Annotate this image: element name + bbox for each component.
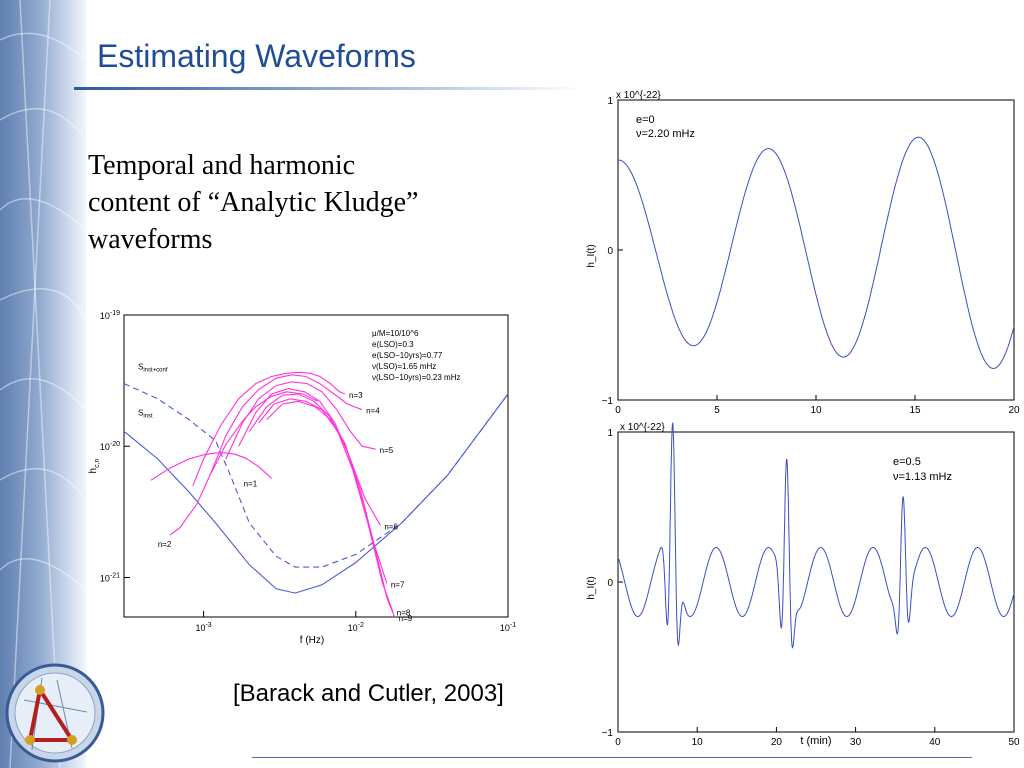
annotation-line: ν(LSO−10yrs)=0.23 mHz (372, 373, 460, 382)
y-exponent-label: x 10^{-22} (616, 90, 661, 101)
x-tick-label: 10-2 (348, 622, 364, 633)
plot-frame (123, 314, 509, 618)
x-tick-label: 15 (909, 405, 921, 416)
y-tick-label: 0 (607, 246, 613, 257)
chart-annotation: e=0 (636, 114, 655, 126)
series-label: n=1 (244, 479, 258, 488)
title-divider (74, 87, 582, 90)
series-label: n=3 (349, 391, 363, 400)
parameter-annotation: μ/M=10/10^6 e(LSO)=0.3 e(LSO−10yrs)=0.77… (372, 329, 460, 382)
y-tick-label: 10-20 (100, 441, 120, 452)
x-tick-label: 0 (615, 737, 621, 748)
series-n-4 (209, 374, 363, 476)
y-axis-label: h_I(t) (586, 576, 597, 599)
series-n-9 (266, 400, 396, 618)
slide-title: Estimating Waveforms (97, 38, 416, 74)
annotation-line: e(LSO−10yrs)=0.77 (372, 351, 443, 360)
series-n-8 (258, 398, 394, 612)
body-text: Temporal and harmonic content of “Analyt… (88, 147, 528, 258)
y-tick-label: 1 (607, 428, 613, 439)
waveform-line (617, 422, 1015, 649)
body-line: Temporal and harmonic (88, 150, 356, 181)
chart-annotation: e=0.5 (893, 456, 921, 468)
x-axis-label: f (Hz) (300, 635, 324, 646)
x-tick-label: 5 (714, 405, 720, 416)
x-tick-label: 10-3 (195, 622, 211, 633)
y-tick-label: −1 (602, 728, 614, 739)
harmonic-spectrum-chart: 10-3 10-2 10-1 10-19 10-20 10-21 hc,n Sinst+co… (88, 310, 516, 646)
x-tick-label: 0 (615, 405, 621, 416)
x-tick-label: 20 (771, 737, 783, 748)
series-label: n=9 (399, 614, 413, 623)
y-axis-label: h_I(t) (586, 244, 597, 267)
series-s-inst (123, 393, 509, 594)
observatory-logo (5, 663, 105, 763)
x-tick-label: 30 (850, 737, 862, 748)
y-tick-label: 10-19 (100, 310, 120, 321)
y-tick-label: −1 (602, 396, 614, 407)
body-line: waveforms (88, 224, 213, 255)
series-n-5 (225, 381, 376, 460)
y-axis-label: hc,n (88, 458, 101, 473)
annotation-line: μ/M=10/10^6 (372, 329, 419, 338)
x-tick-label: 10-1 (500, 622, 516, 633)
series-n-3 (192, 371, 346, 487)
y-exponent-label: x 10^{-22} (620, 422, 665, 433)
series-label: Sinst+conf (138, 363, 168, 374)
series-label: n=5 (380, 446, 394, 455)
x-tick-label: 10 (692, 737, 704, 748)
y-tick-label: 0 (607, 578, 613, 589)
series-label: n=6 (384, 522, 398, 531)
x-tick-label: 50 (1008, 737, 1020, 748)
chart-annotation: ν=2.20 mHz (636, 128, 695, 140)
annotation-line: ν(LSO)=1.65 mHz (372, 362, 436, 371)
x-tick-label: 20 (1008, 405, 1020, 416)
waveform-line (618, 136, 1015, 369)
body-line: content of “Analytic Kludge” (88, 187, 419, 218)
chart-annotation: ν=1.13 mHz (893, 471, 952, 483)
annotation-line: e(LSO)=0.3 (372, 340, 414, 349)
citation: [Barack and Cutler, 2003] (233, 680, 504, 707)
series-label: Sinst (138, 408, 153, 419)
x-tick-label: 10 (810, 405, 822, 416)
y-tick-label: 1 (607, 96, 613, 107)
x-tick-label: 40 (929, 737, 941, 748)
x-axis-label: t (min) (800, 735, 831, 747)
series-n-2 (169, 391, 318, 536)
decorative-sidebar (0, 0, 86, 768)
y-tick-label: 10-21 (100, 572, 120, 583)
series-n-1 (150, 452, 272, 481)
series-label: n=8 (397, 609, 411, 618)
plot-frame (617, 431, 1015, 733)
footer-divider (252, 757, 972, 758)
series-label: n=2 (158, 540, 172, 549)
series-n-6 (238, 388, 381, 526)
plot-frame (617, 99, 1015, 401)
series-label: n=4 (366, 407, 380, 416)
series-label: n=7 (391, 580, 405, 589)
sidebar-pattern (0, 0, 86, 768)
